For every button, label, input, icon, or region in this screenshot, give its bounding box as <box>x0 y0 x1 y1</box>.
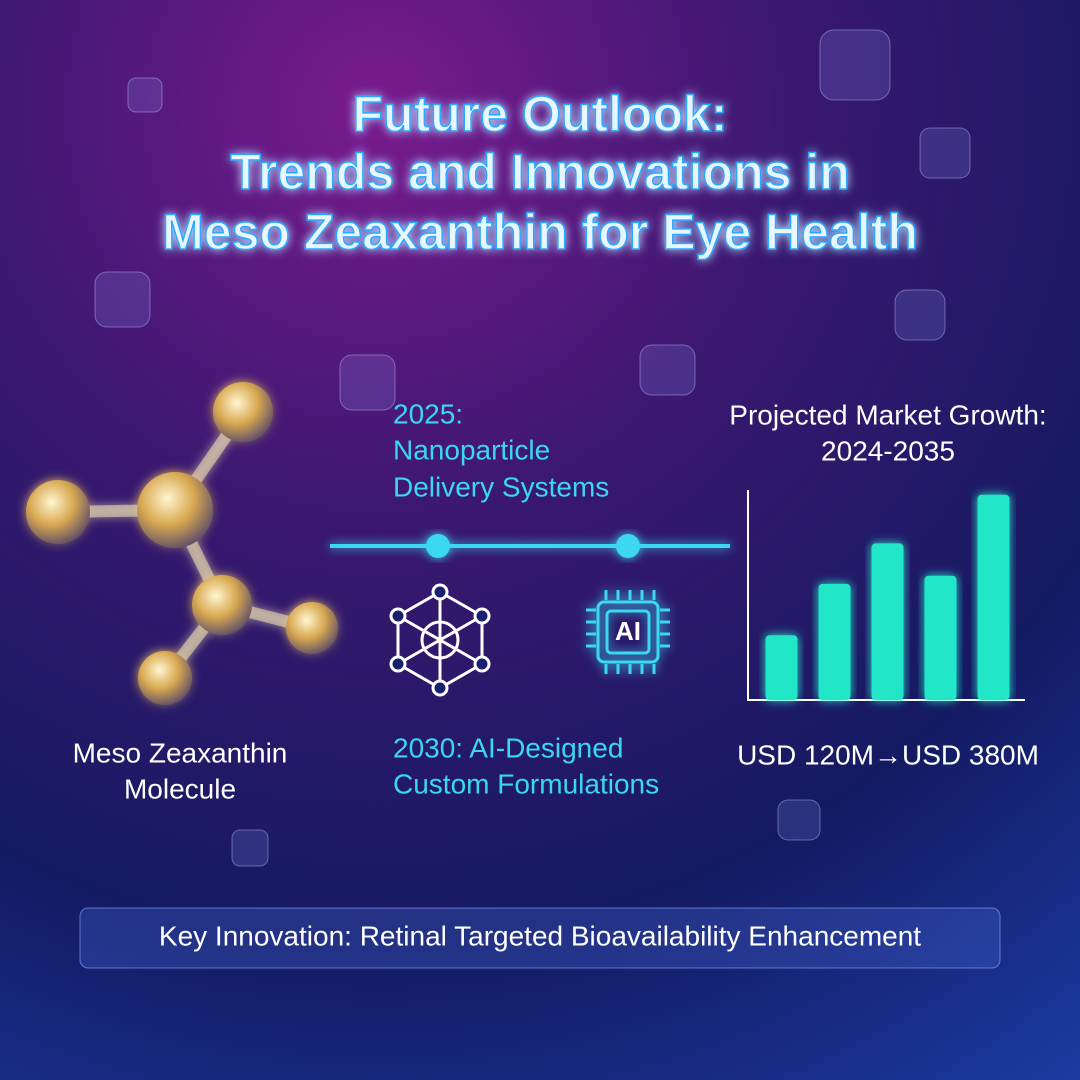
footer-box <box>79 907 1001 969</box>
timeline-text: 2025: <box>393 398 463 429</box>
timeline-text: Custom Formulations <box>393 768 659 799</box>
timeline-text: Nanoparticle <box>393 434 550 465</box>
ai-chip-icon <box>586 590 670 674</box>
timeline-text: 2030: AI-Designed <box>393 732 623 763</box>
molecule-label: Meso Zeaxanthin <box>73 737 288 768</box>
title-line: Trends and Innovations in <box>230 144 850 200</box>
bar-chart <box>747 490 1025 701</box>
decor-cubes <box>94 29 971 867</box>
chart-caption: USD 120M→USD 380M <box>737 739 1039 770</box>
molecule <box>26 382 338 705</box>
icon-label: AI <box>615 616 641 646</box>
footer-text: Key Innovation: Retinal Targeted Bioavai… <box>159 920 921 951</box>
timeline <box>330 534 730 558</box>
bar <box>871 543 904 700</box>
bar <box>765 635 798 700</box>
timeline-text: Delivery Systems <box>393 471 609 502</box>
chart-title: Projected Market Growth: <box>729 399 1046 430</box>
bar <box>924 575 957 700</box>
network-icon <box>389 583 491 697</box>
chart-title: 2024-2035 <box>821 435 955 466</box>
molecule-label: Molecule <box>124 773 236 804</box>
title-line: Future Outlook: <box>353 86 728 142</box>
bar <box>977 494 1010 700</box>
title-line: Meso Zeaxanthin for Eye Health <box>162 204 918 260</box>
bar <box>818 583 851 700</box>
